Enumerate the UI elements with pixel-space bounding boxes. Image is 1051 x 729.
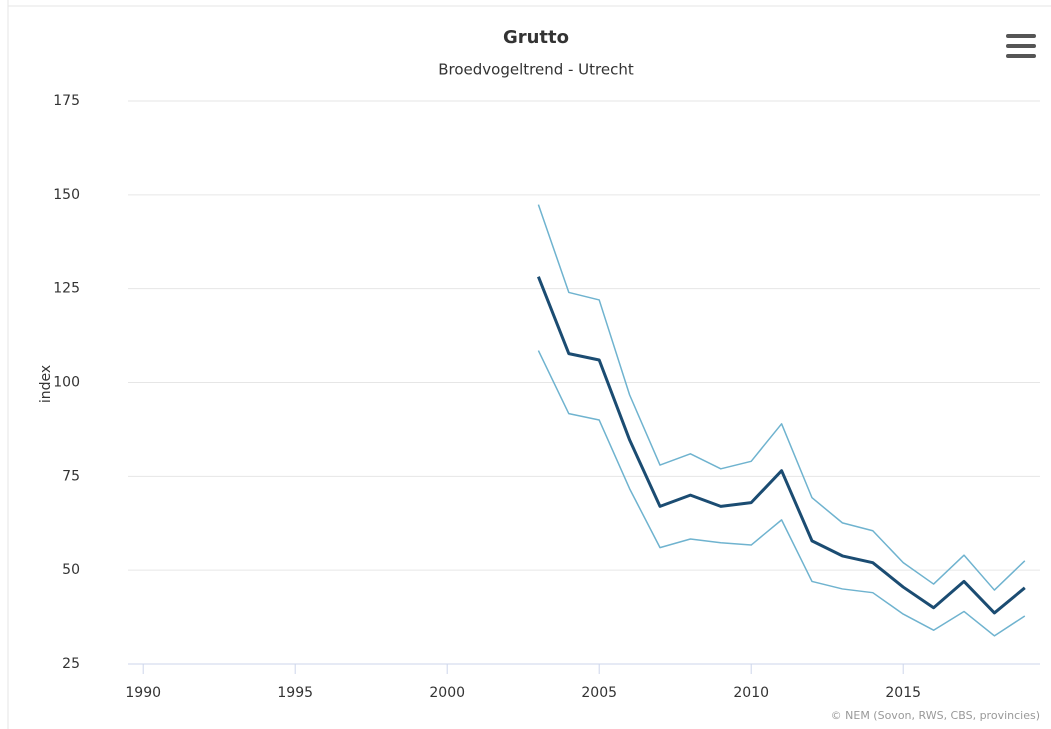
line-series [537,204,1026,591]
y-tick-label: 50 [62,562,80,578]
x-tick-label: 1990 [125,685,161,701]
y-tick-label: 100 [53,375,80,391]
y-tick-label: 125 [53,281,80,297]
y-tick-label: 25 [62,656,80,672]
x-tick-label: 2005 [581,685,617,701]
x-tick-label: 2015 [885,685,921,701]
y-tick-label: 75 [62,468,80,484]
line-series [537,276,1026,615]
x-tick-label: 2010 [733,685,769,701]
x-tick-label: 1995 [277,685,313,701]
chart-subtitle: Broedvogeltrend - Utrecht [438,61,634,79]
y-tick-label: 175 [53,93,80,109]
chart-title: Grutto [503,27,569,48]
credits: © NEM (Sovon, RWS, CBS, provincies) [831,709,1040,722]
y-tick-label: 150 [53,187,80,203]
x-tick-label: 2000 [429,685,465,701]
menu-button[interactable] [1006,34,1036,58]
y-axis-label: index [38,365,54,403]
line-series [537,350,1026,637]
